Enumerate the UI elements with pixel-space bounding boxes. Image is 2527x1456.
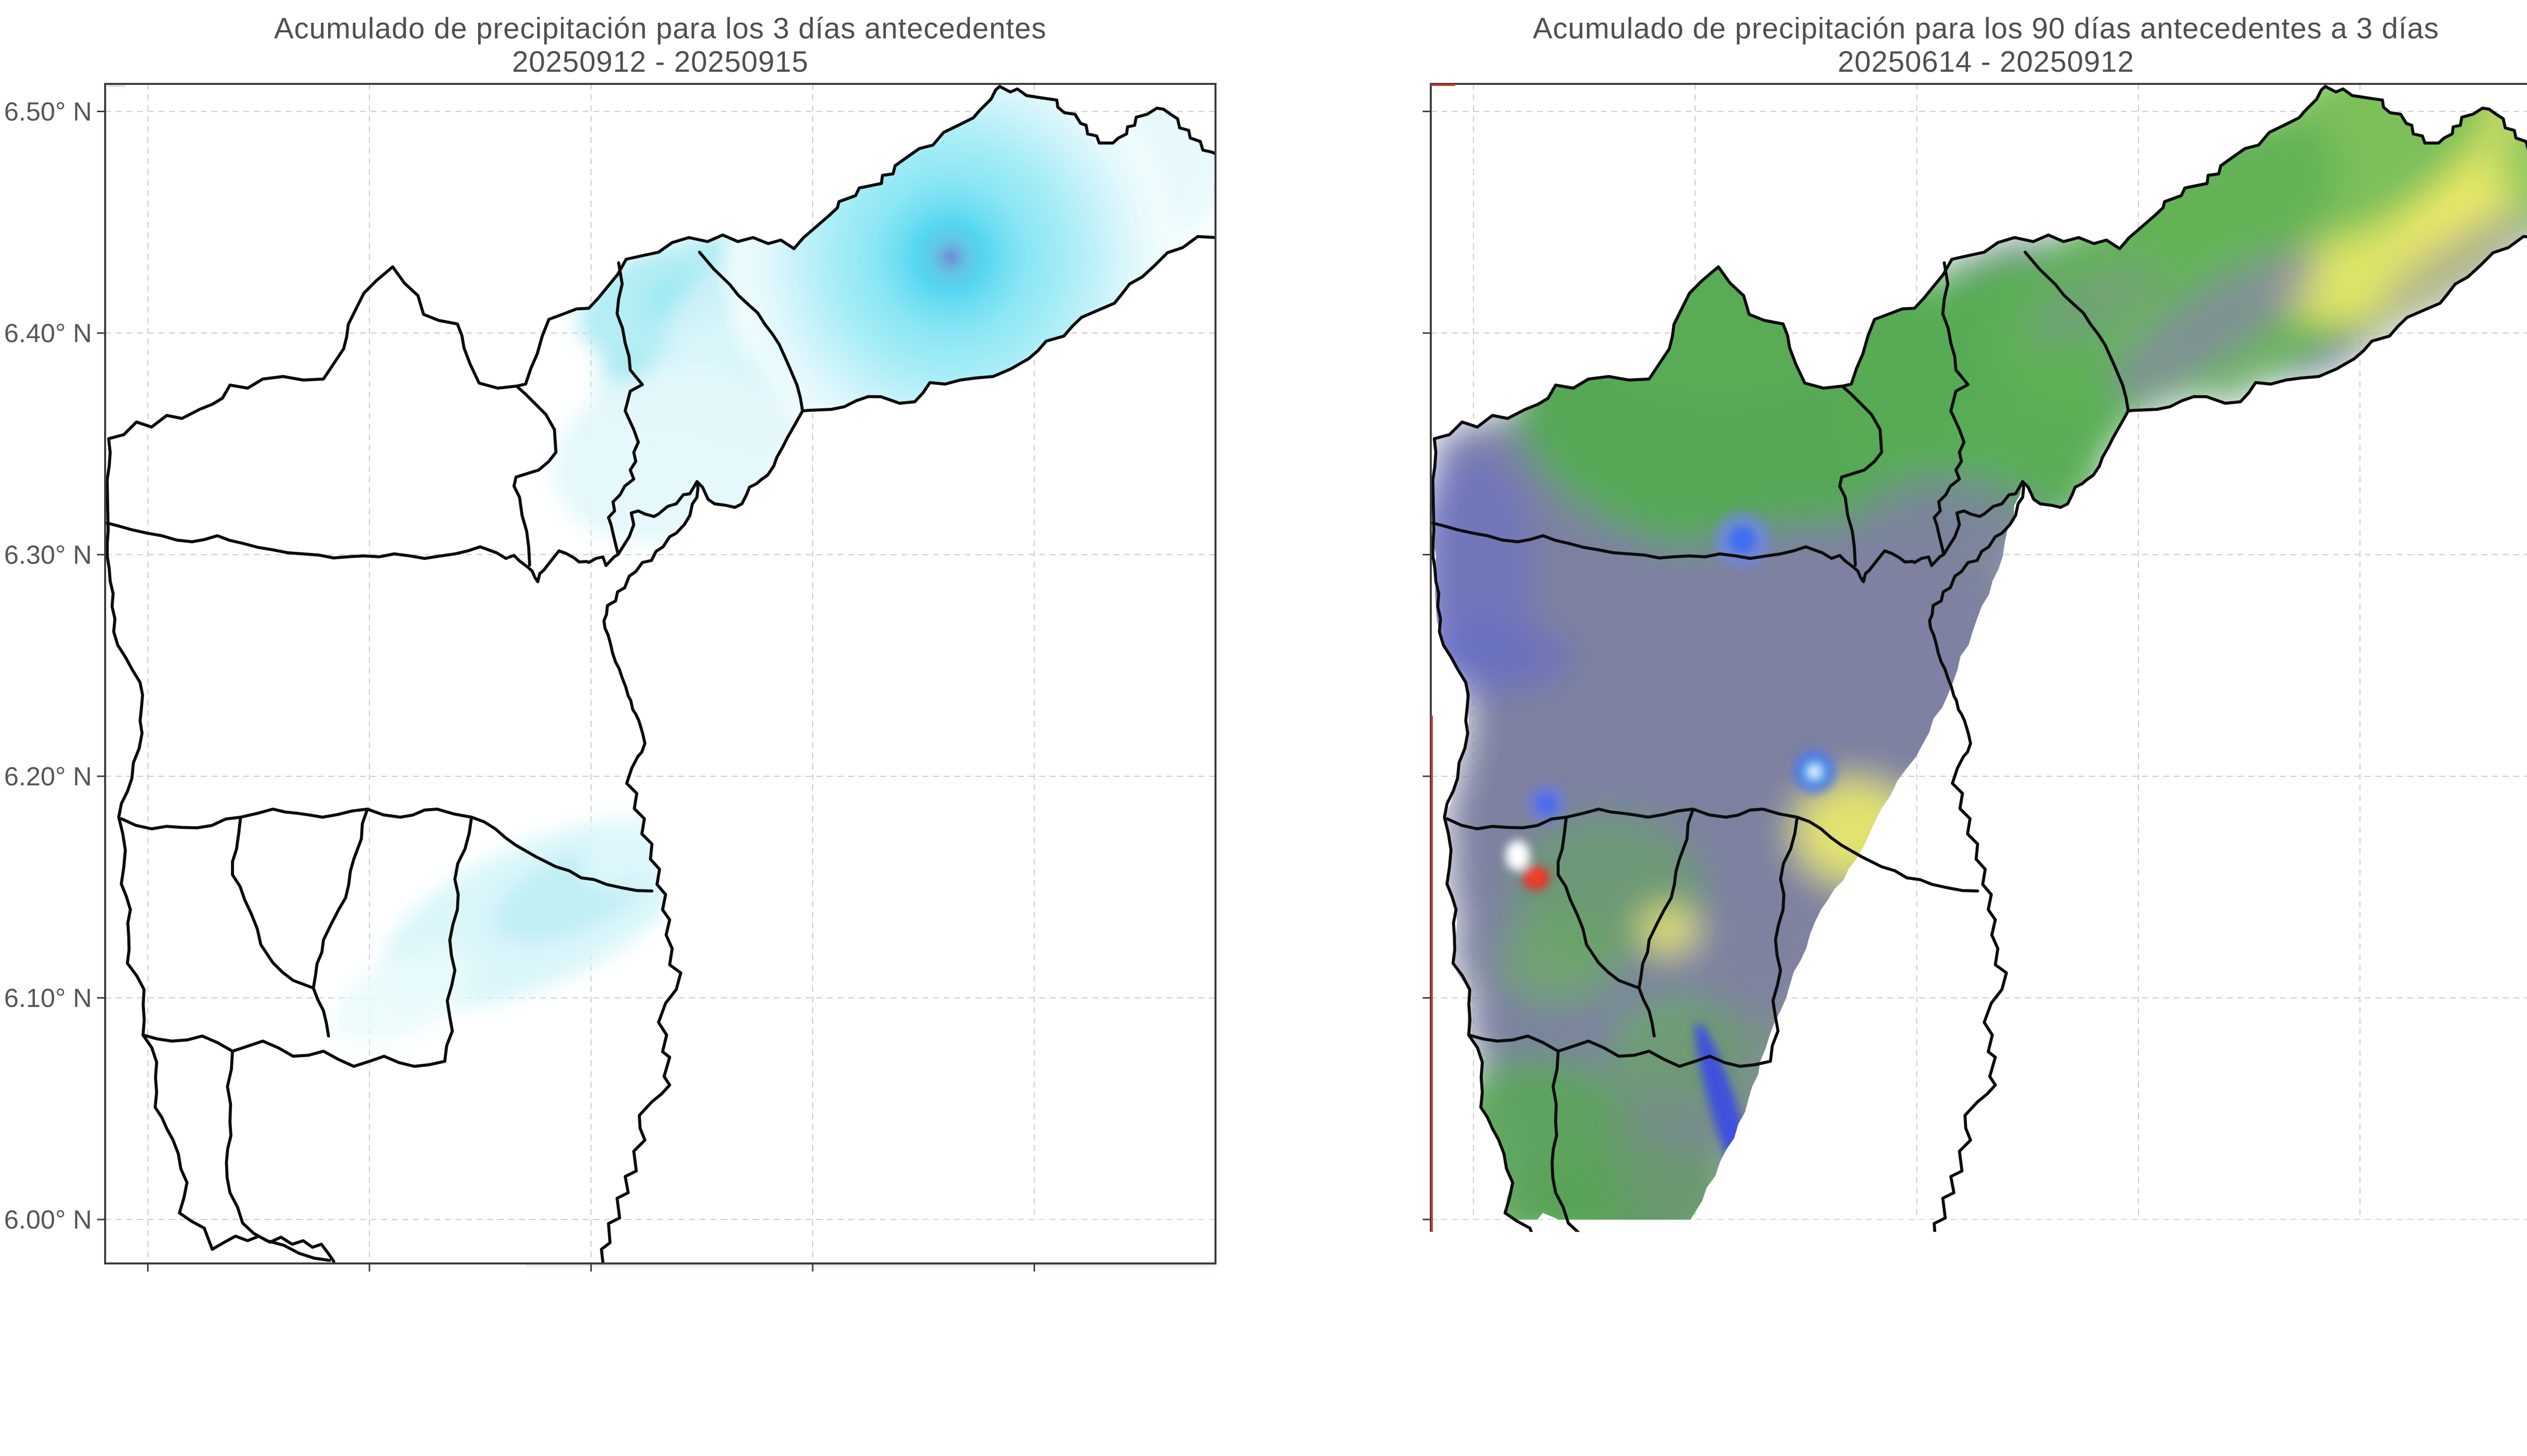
svg-text:100: 100 — [1559, 1360, 1603, 1391]
svg-text:0: 0 — [1473, 1360, 1487, 1391]
svg-text:80: 80 — [943, 1360, 972, 1391]
svg-text:200: 200 — [1660, 1360, 1704, 1391]
svg-text:50: 50 — [641, 1360, 670, 1391]
svg-text:1000: 1000 — [2458, 1360, 2516, 1391]
svg-text:20250614 - 20250912: 20250614 - 20250912 — [1838, 45, 2134, 78]
svg-text:10: 10 — [238, 1360, 267, 1391]
svg-text:500: 500 — [1961, 1360, 2005, 1391]
svg-text:5: 5 — [195, 1360, 210, 1391]
svg-text:Acumulado de precipitación par: Acumulado de precipitación para los 3 dí… — [274, 12, 1047, 45]
svg-text:75.60° W: 75.60° W — [1641, 1280, 1749, 1309]
svg-text:400: 400 — [1861, 1360, 1905, 1391]
svg-text:40: 40 — [540, 1360, 570, 1391]
svg-text:75.60° W: 75.60° W — [315, 1280, 424, 1309]
svg-text:75.70° W: 75.70° W — [1419, 1280, 1527, 1309]
svg-text:600: 600 — [2063, 1360, 2107, 1391]
svg-text:6.00° N: 6.00° N — [4, 1205, 92, 1235]
svg-text:20250912 - 20250915: 20250912 - 20250915 — [512, 45, 809, 78]
svg-text:100: 100 — [1137, 1360, 1181, 1391]
svg-text:75.40° W: 75.40° W — [759, 1280, 867, 1309]
svg-text:75.50° W: 75.50° W — [1862, 1280, 1971, 1309]
svg-text:1: 1 — [155, 1360, 169, 1391]
svg-text:Acumulado Precipitación [mm]: Acumulado Precipitación [mm] — [413, 1396, 901, 1441]
svg-text:75.70° W: 75.70° W — [93, 1280, 202, 1309]
svg-text:Acumulado Precipitación [mm]: Acumulado Precipitación [mm] — [1744, 1396, 2231, 1441]
svg-text:6.10° N: 6.10° N — [4, 984, 92, 1013]
svg-text:700: 700 — [2163, 1360, 2207, 1391]
svg-text:800: 800 — [2264, 1360, 2308, 1391]
svg-text:75.50° W: 75.50° W — [537, 1280, 645, 1309]
svg-text:30: 30 — [440, 1360, 469, 1391]
svg-text:6.20° N: 6.20° N — [4, 762, 92, 791]
svg-text:6.30° N: 6.30° N — [4, 541, 92, 570]
svg-text:75.40° W: 75.40° W — [2084, 1280, 2192, 1309]
svg-text:Acumulado de precipitación par: Acumulado de precipitación para los 90 d… — [1533, 12, 2439, 45]
svg-text:75.30° W: 75.30° W — [2306, 1280, 2414, 1309]
svg-text:75.30° W: 75.30° W — [980, 1280, 1088, 1309]
svg-text:25: 25 — [389, 1360, 418, 1391]
svg-text:900: 900 — [2364, 1360, 2408, 1391]
svg-text:300: 300 — [1760, 1360, 1804, 1391]
svg-text:15: 15 — [289, 1360, 318, 1391]
svg-text:35: 35 — [490, 1360, 519, 1391]
svg-text:20: 20 — [339, 1360, 368, 1391]
svg-text:6.40° N: 6.40° N — [4, 319, 92, 348]
svg-text:6.50° N: 6.50° N — [4, 98, 92, 127]
svg-text:60: 60 — [741, 1360, 771, 1391]
